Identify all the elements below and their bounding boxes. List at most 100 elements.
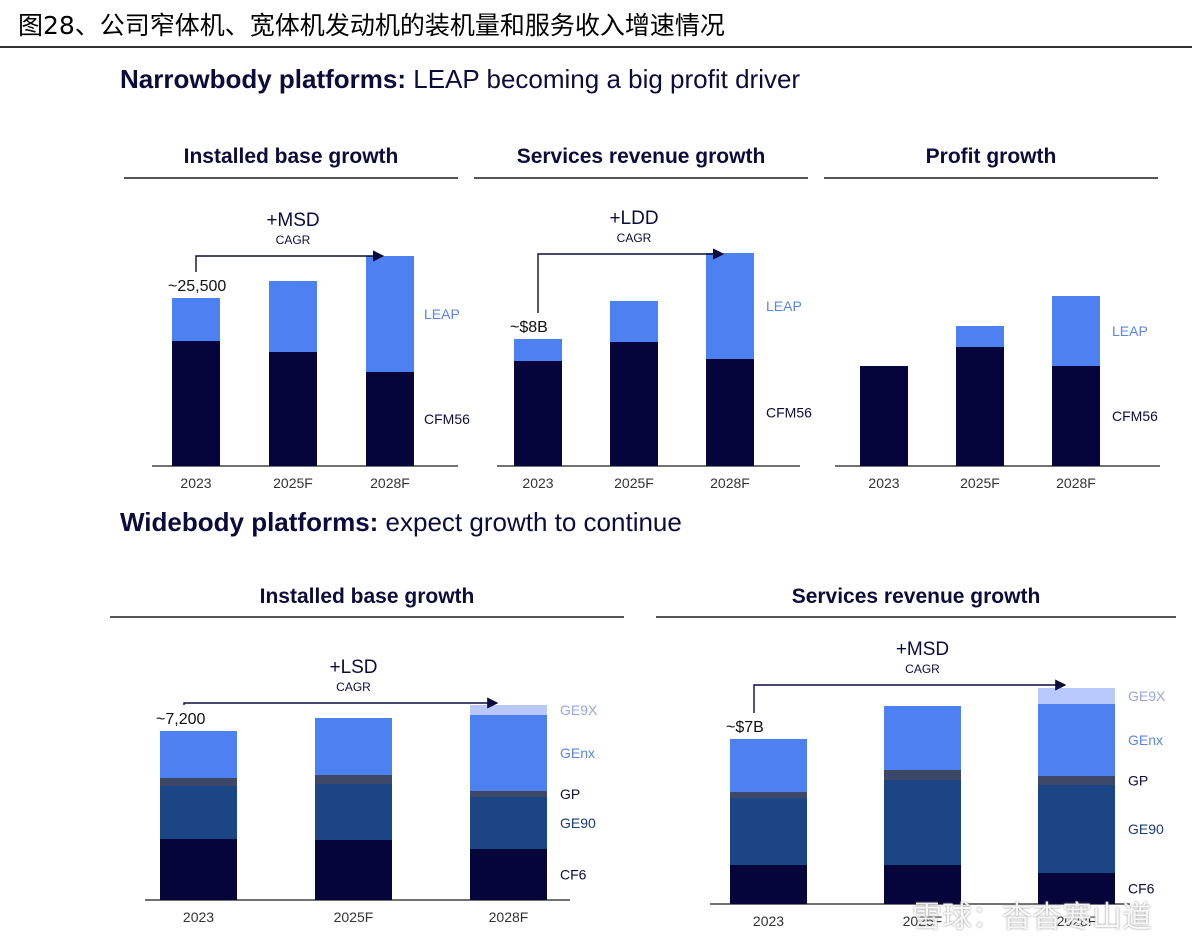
bar-4-cf6-2025f [884, 865, 961, 904]
bar-2-cfm56-2025f [956, 347, 1004, 466]
bar-1-leap-2023 [514, 339, 562, 361]
cagr-label-3: +LSD [329, 657, 377, 678]
bar-0-leap-2028f [366, 256, 414, 372]
panel-rule-4 [110, 616, 624, 618]
bar-4-genx-2028f [1038, 704, 1115, 776]
bar-3-cf6-2023 [160, 839, 237, 900]
tick-label-2-2025f: 2025F [960, 475, 1000, 491]
cagr-arrow-1 [537, 248, 725, 313]
bar-2-cfm56-2028f [1052, 366, 1100, 466]
panel-title-3: Profit growth [925, 145, 1057, 168]
tick-label-4-2028f: 2028F [1057, 913, 1097, 929]
bar-2-cfm56-2023 [860, 366, 908, 466]
bar-3-ge90-2023 [160, 786, 237, 839]
first-value-label-4: ~$7B [726, 719, 764, 736]
cagr-arrow-4 [753, 679, 1067, 713]
first-value-label-1: ~$8B [510, 319, 548, 336]
tick-label-1-2025f: 2025F [614, 475, 654, 491]
bar-3-genx-2025f [315, 718, 392, 775]
section-title-widebody: Widebody platforms: expect growth to con… [120, 507, 682, 538]
bar-0-leap-2023 [172, 298, 220, 341]
bar-1-leap-2028f [706, 253, 754, 359]
figure-title: 图28、公司窄体机、宽体机发动机的装机量和服务收入增速情况 [18, 11, 725, 40]
section-title-narrowbody-rest: LEAP becoming a big profit driver [406, 64, 801, 94]
bar-4-gp-2028f [1038, 776, 1115, 785]
legend-label-3-cf6: CF6 [560, 867, 587, 883]
bar-1-cfm56-2025f [610, 342, 658, 466]
cagr-arrow-0 [195, 250, 385, 272]
bar-2-leap-2028f [1052, 296, 1100, 366]
tick-label-1-2028f: 2028F [710, 475, 750, 491]
panel-title-1: Installed base growth [183, 145, 399, 168]
figure-title-rule [0, 46, 1192, 48]
bar-0-cfm56-2023 [172, 341, 220, 466]
bar-4-gp-2023 [730, 792, 807, 798]
tick-label-3-2025f: 2025F [334, 909, 374, 925]
bar-3-ge9x-2028f [470, 705, 547, 715]
bar-3-cf6-2028f [470, 849, 547, 900]
bar-3-gp-2023 [160, 778, 237, 786]
section-title-widebody-rest: expect growth to continue [378, 507, 682, 537]
legend-label-1-leap: LEAP [766, 298, 802, 314]
bar-3-cf6-2025f [315, 840, 392, 900]
panel-title-5: Services revenue growth [791, 585, 1041, 608]
bar-3-genx-2028f [470, 715, 547, 791]
bar-2-leap-2025f [956, 326, 1004, 347]
watermark: 雪球：杳杳寒山道 [912, 900, 1152, 935]
legend-label-0-leap: LEAP [424, 306, 460, 322]
bar-4-genx-2023 [730, 739, 807, 792]
panel-title-2: Services revenue growth [516, 145, 766, 168]
panel-title-4: Installed base growth [259, 585, 475, 608]
cagr-label-1: +LDD [609, 208, 658, 229]
bar-4-cf6-2023 [730, 865, 807, 904]
tick-label-2-2023: 2023 [868, 475, 899, 491]
section-title-widebody-bold: Widebody platforms: [120, 507, 379, 537]
bar-4-ge90-2023 [730, 798, 807, 865]
legend-label-1-cfm56: CFM56 [766, 405, 812, 421]
section-title-narrowbody-bold: Narrowbody platforms: [120, 64, 407, 94]
legend-label-3-genx: GEnx [560, 745, 595, 761]
tick-label-0-2028f: 2028F [370, 475, 410, 491]
tick-label-1-2023: 2023 [522, 475, 553, 491]
cagr-sublabel-0: CAGR [276, 233, 311, 247]
cagr-sublabel-1: CAGR [617, 231, 652, 245]
legend-label-4-genx: GEnx [1128, 732, 1163, 748]
tick-label-4-2023: 2023 [753, 913, 784, 929]
bar-3-gp-2025f [315, 775, 392, 784]
cagr-label-4: +MSD [896, 639, 949, 660]
legend-label-3-gp: GP [560, 786, 580, 802]
bar-0-leap-2025f [269, 281, 317, 352]
bar-1-leap-2025f [610, 301, 658, 342]
first-value-label-3: ~7,200 [156, 711, 205, 728]
bar-1-cfm56-2023 [514, 361, 562, 466]
bar-3-genx-2023 [160, 731, 237, 778]
legend-label-0-cfm56: CFM56 [424, 411, 470, 427]
legend-label-2-cfm56: CFM56 [1112, 408, 1158, 424]
section-title-narrowbody: Narrowbody platforms: LEAP becoming a bi… [120, 64, 800, 95]
first-value-label-0: ~25,500 [168, 278, 226, 295]
bar-4-ge90-2028f [1038, 785, 1115, 873]
panel-rule-1 [124, 177, 458, 179]
cagr-sublabel-4: CAGR [905, 662, 940, 676]
bar-0-cfm56-2028f [366, 372, 414, 466]
tick-label-3-2028f: 2028F [489, 909, 529, 925]
tick-label-2-2028f: 2028F [1056, 475, 1096, 491]
legend-label-3-ge9x: GE9X [560, 702, 598, 718]
tick-label-3-2023: 2023 [183, 909, 214, 925]
legend-label-4-cf6: CF6 [1128, 881, 1155, 897]
bar-3-gp-2028f [470, 791, 547, 797]
bar-1-cfm56-2028f [706, 359, 754, 466]
legend-label-2-leap: LEAP [1112, 323, 1148, 339]
bar-4-ge90-2025f [884, 780, 961, 865]
legend-label-4-ge9x: GE9X [1128, 688, 1166, 704]
tick-label-0-2025f: 2025F [273, 475, 313, 491]
bar-0-cfm56-2025f [269, 352, 317, 466]
bar-3-ge90-2028f [470, 797, 547, 849]
panel-rule-5 [656, 616, 1176, 618]
bar-3-ge90-2025f [315, 784, 392, 840]
legend-label-4-ge90: GE90 [1128, 821, 1164, 837]
panel-rule-3 [824, 177, 1158, 179]
cagr-label-0: +MSD [266, 210, 319, 231]
tick-label-4-2025f: 2025F [903, 913, 943, 929]
